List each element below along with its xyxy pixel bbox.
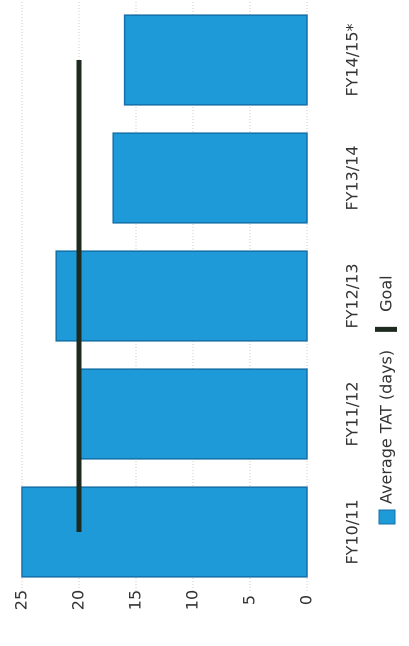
bar — [55, 250, 308, 342]
legend-swatch — [378, 509, 396, 525]
y-tick-label: 25 — [12, 590, 31, 610]
bar — [78, 368, 308, 460]
x-tick-label: FY12/13 — [343, 263, 362, 328]
x-tick-label: FY13/14 — [343, 145, 362, 210]
legend-label: Goal — [377, 275, 396, 311]
y-tick-label: 20 — [69, 590, 88, 610]
y-tick-label: 10 — [183, 590, 202, 610]
y-tick-label: 0 — [297, 595, 316, 605]
rotated-chart: 0 5 10 15 20 25 FY10/11 FY11/12 FY12/13 FY13/14 FY… — [12, 1, 397, 610]
legend-label: Average TAT (days) — [377, 350, 396, 504]
bar — [112, 132, 308, 224]
x-tick-label: FY11/12 — [343, 381, 362, 446]
bar — [21, 486, 308, 578]
legend-swatch — [375, 326, 397, 332]
y-tick-label: 5 — [240, 595, 259, 605]
x-tick-label: FY14/15* — [343, 23, 362, 96]
y-tick-label: 15 — [126, 590, 145, 610]
x-tick-label: FY10/11 — [343, 499, 362, 564]
bar — [123, 14, 308, 106]
